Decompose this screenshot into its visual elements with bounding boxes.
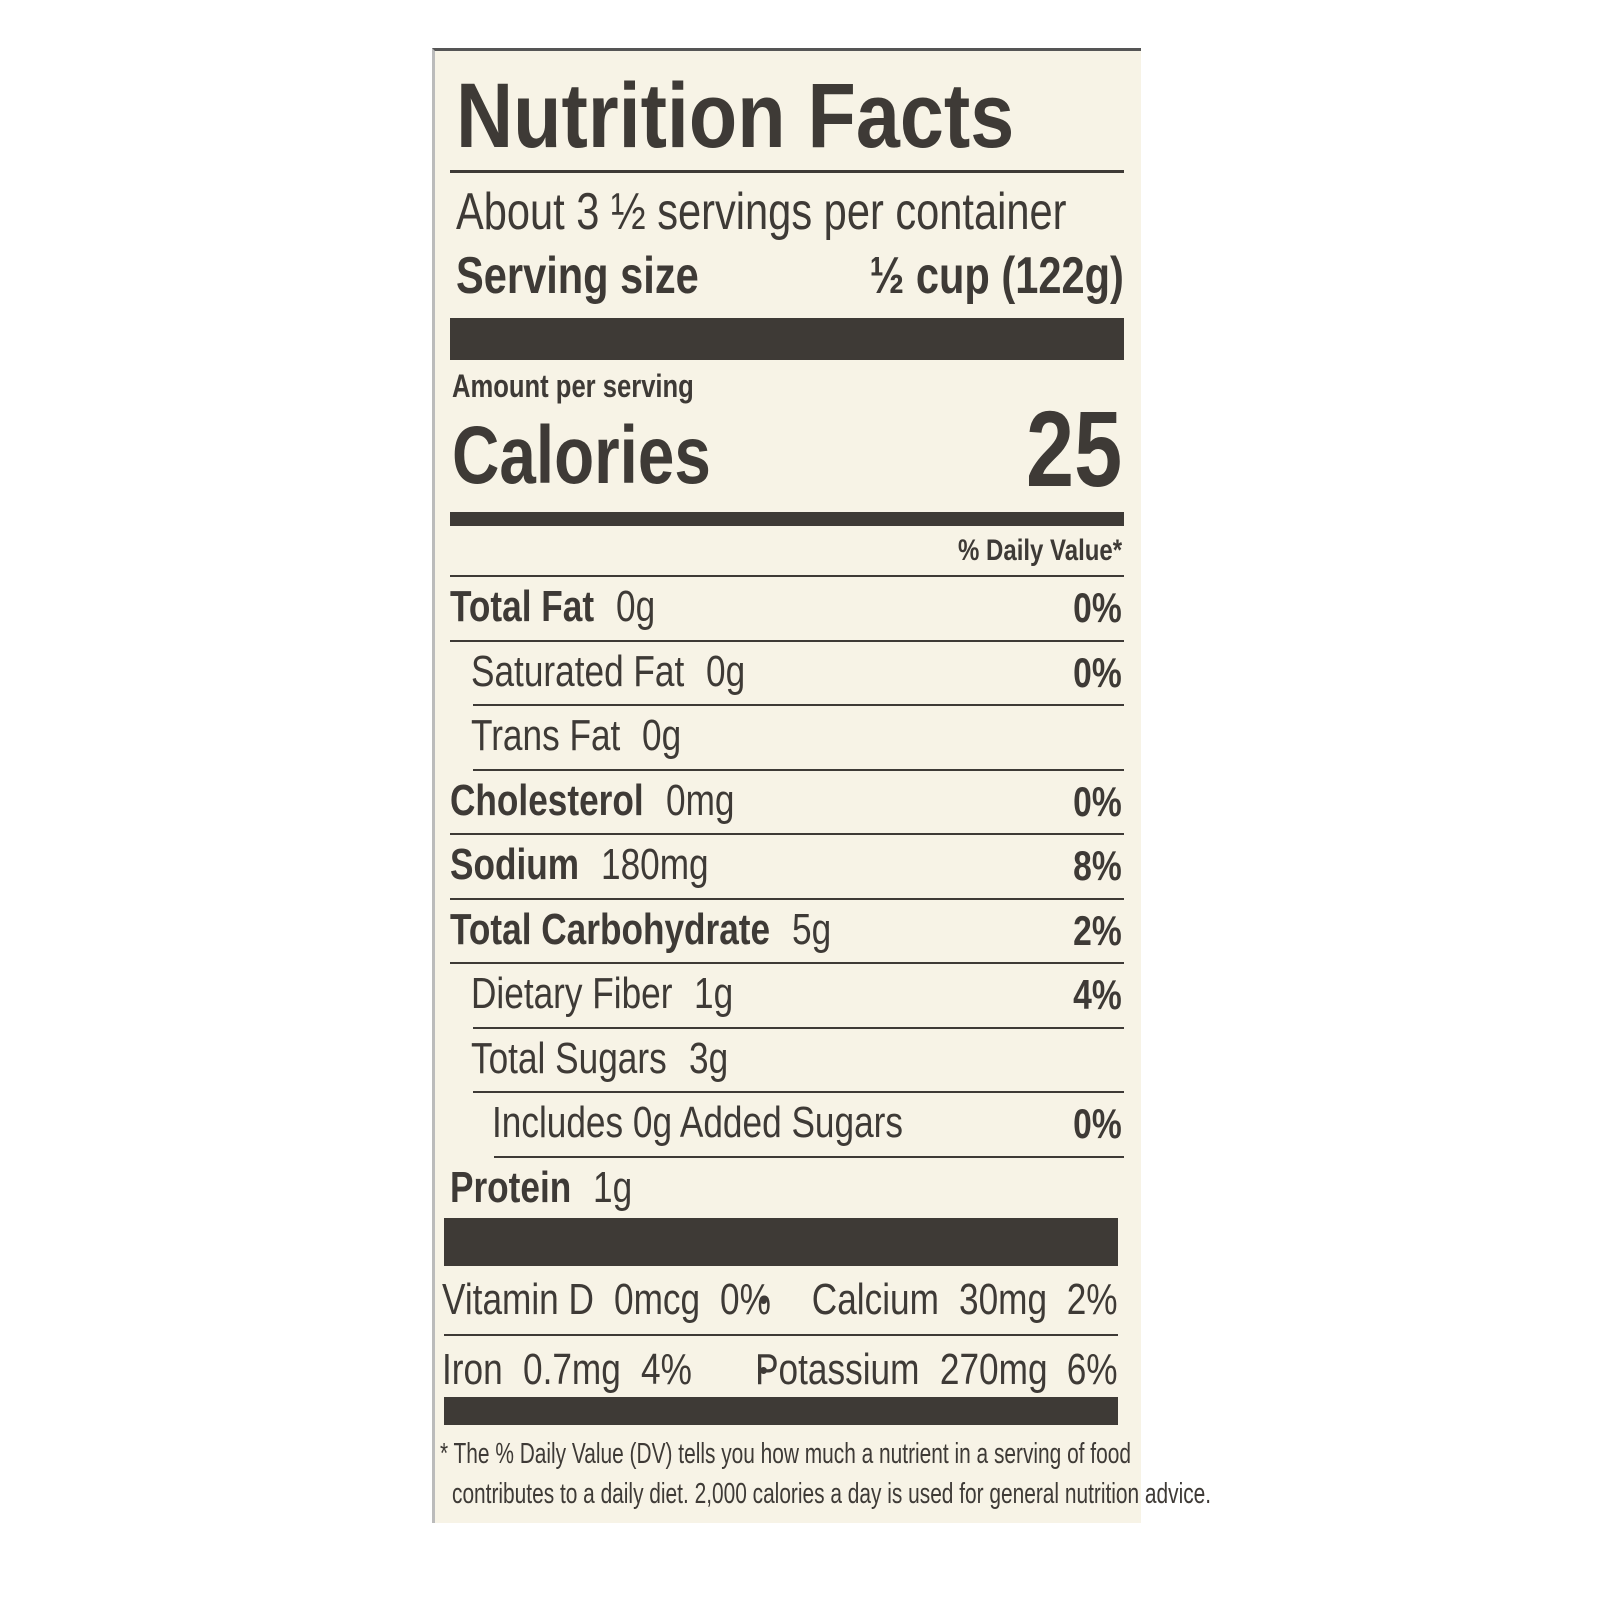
calories-label: Calories (452, 410, 711, 501)
title: Nutrition Facts (456, 65, 1015, 167)
daily-value: 2% (1073, 906, 1122, 954)
rule (450, 639, 1124, 642)
nutrient-amount: 0g (616, 582, 656, 632)
nutrient-name: Cholesterol (450, 775, 644, 825)
nutrient-name: Dietary Fiber (471, 969, 673, 1019)
nutrient-amount: 3g (688, 1033, 728, 1083)
thick-rule (450, 318, 1124, 360)
nutrient-amount: 1g (593, 1162, 633, 1212)
rule (450, 962, 1124, 964)
nutrient-amount: 0mg (665, 775, 735, 825)
vitamin-amount: 30mg (959, 1275, 1048, 1324)
footnote: * The % Daily Value (DV) tells you how m… (440, 1438, 1131, 1470)
rule (450, 897, 1124, 900)
daily-value: 0% (1073, 1100, 1122, 1148)
vitamin-amount: 0mcg (613, 1275, 701, 1324)
vitamin-amount: 270mg (939, 1345, 1048, 1394)
rule (494, 1155, 1124, 1158)
rule (473, 768, 1124, 771)
nutrient-name: Total Fat (450, 582, 595, 632)
footnote: contributes to a daily diet. 2,000 calor… (452, 1478, 1212, 1510)
rule (444, 1334, 1118, 1336)
nutrient-amount: 1g (694, 969, 734, 1019)
rule (473, 1026, 1124, 1029)
label-panel (432, 48, 1141, 1523)
vitamin-amount: 0.7mg (522, 1345, 621, 1394)
separator-dot (760, 1297, 767, 1304)
nutrient-name: Saturated Fat (471, 646, 685, 696)
daily-value: 4% (1073, 971, 1122, 1019)
servings: About 3 ½ servings per container (456, 183, 1067, 241)
daily-value: 8% (1073, 842, 1122, 890)
vitamin-dv: 6% (1067, 1345, 1118, 1394)
vitamin-name: Calcium (811, 1275, 940, 1324)
nutrient-name: Protein (450, 1162, 572, 1212)
medium-rule (450, 512, 1124, 526)
thick-rule (444, 1218, 1118, 1266)
amount-per-serving: Amount per serving (452, 368, 694, 404)
nutrient-amount: 5g (792, 904, 832, 954)
daily-value: 0% (1073, 584, 1122, 632)
vitamin-name: Iron (442, 1345, 503, 1394)
serving-size-value: ½ cup (122g) (869, 247, 1124, 305)
nutrient-amount: 0g (706, 646, 746, 696)
vitamin-name: Vitamin D (442, 1275, 594, 1324)
vitamin-dv: 2% (1067, 1275, 1118, 1324)
nutrient-name: Sodium (450, 840, 580, 890)
serving-size-label: Serving size (456, 247, 699, 305)
nutrient-amount: 0g (642, 711, 682, 761)
rule (450, 575, 1124, 577)
nutrient-name: Trans Fat (471, 711, 621, 761)
thick-rule (444, 1397, 1118, 1425)
rule (473, 1091, 1124, 1093)
separator-dot (760, 1367, 767, 1374)
calories-value: 25 (1025, 388, 1122, 509)
daily-value: 0% (1073, 777, 1122, 825)
dv-header: % Daily Value* (957, 534, 1122, 567)
vitamin-dv: 4% (640, 1345, 692, 1394)
vitamin-name: Potassium (755, 1345, 920, 1394)
nutrient-name: Total Carbohydrate (450, 904, 771, 954)
nutrient-amount: 180mg (601, 840, 709, 890)
nutrient-name: Includes 0g Added Sugars (492, 1098, 903, 1148)
daily-value: 0% (1073, 648, 1122, 696)
rule (450, 833, 1124, 835)
rule (473, 704, 1124, 706)
nutrient-name: Total Sugars (471, 1033, 667, 1083)
rule (450, 170, 1124, 173)
